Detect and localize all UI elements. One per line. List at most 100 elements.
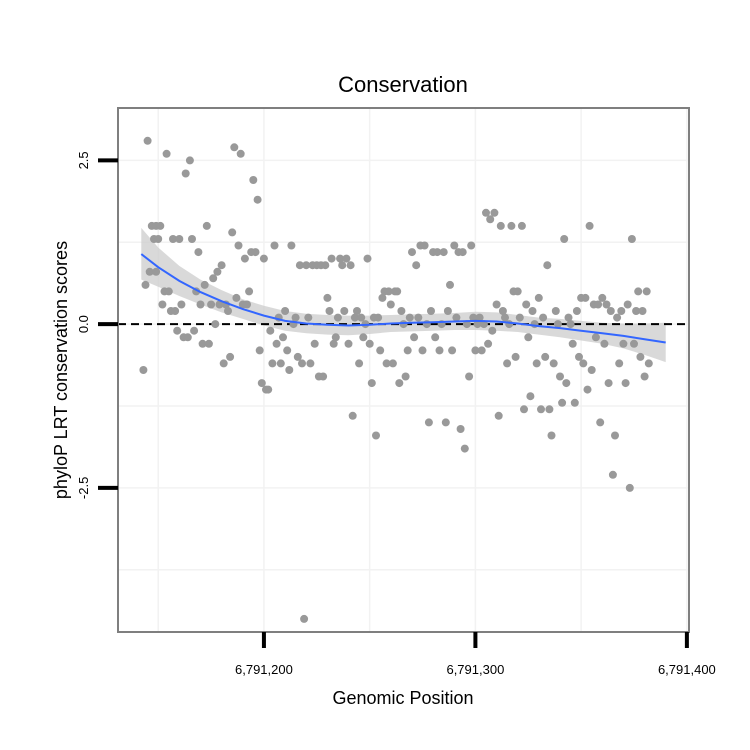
data-point xyxy=(623,300,632,309)
data-point xyxy=(494,411,503,420)
data-point xyxy=(219,359,228,368)
data-point xyxy=(566,320,575,329)
data-point xyxy=(194,248,203,257)
data-point xyxy=(374,313,383,322)
data-point xyxy=(204,339,213,348)
data-point xyxy=(243,300,251,309)
data-point xyxy=(302,261,311,270)
data-point xyxy=(378,293,387,302)
data-point xyxy=(397,307,406,315)
y-axis: 2.5 0.0 -2.5 xyxy=(76,151,118,499)
data-point xyxy=(240,254,249,263)
data-point xyxy=(255,346,264,355)
data-point xyxy=(336,254,345,263)
data-point xyxy=(581,293,590,302)
data-point xyxy=(198,339,207,348)
data-point xyxy=(611,431,619,440)
data-point xyxy=(143,136,152,145)
data-point xyxy=(517,221,526,230)
data-point xyxy=(279,333,287,342)
data-point xyxy=(613,313,622,322)
data-point xyxy=(600,339,609,348)
data-point xyxy=(606,307,615,315)
data-point xyxy=(575,352,583,361)
data-point xyxy=(465,372,474,381)
data-point xyxy=(259,254,268,263)
data-point xyxy=(276,359,285,368)
data-point xyxy=(625,483,634,492)
data-point xyxy=(287,241,296,250)
data-point xyxy=(272,339,281,348)
data-point xyxy=(236,149,245,158)
data-point xyxy=(338,261,347,270)
data-point xyxy=(488,326,497,335)
data-point xyxy=(505,320,514,329)
data-point xyxy=(353,307,361,315)
data-point xyxy=(537,405,545,414)
data-point xyxy=(410,333,419,342)
data-point xyxy=(217,261,226,270)
data-point xyxy=(395,379,404,388)
y-ticks: 2.5 0.0 -2.5 xyxy=(76,151,118,499)
data-point xyxy=(348,411,357,420)
data-point xyxy=(560,235,569,243)
data-point xyxy=(446,280,454,289)
data-point xyxy=(528,307,537,315)
data-point xyxy=(306,359,315,368)
data-point xyxy=(562,379,571,388)
data-point xyxy=(401,372,410,381)
data-point xyxy=(634,287,643,296)
data-point xyxy=(515,313,524,322)
data-point xyxy=(598,293,607,302)
data-point xyxy=(190,326,199,335)
data-point xyxy=(433,248,442,257)
data-point xyxy=(503,359,512,368)
data-point xyxy=(556,372,564,381)
data-point xyxy=(570,398,579,407)
data-point xyxy=(498,307,507,315)
data-point xyxy=(524,333,533,342)
data-point xyxy=(152,267,161,276)
y-axis-title: phyloP LRT conservation scores xyxy=(51,241,71,499)
data-point xyxy=(145,267,154,276)
data-point xyxy=(232,293,241,302)
data-point xyxy=(211,320,220,329)
data-point xyxy=(329,339,338,348)
data-point xyxy=(520,405,528,414)
data-point xyxy=(270,241,279,250)
data-point xyxy=(513,287,522,296)
data-point xyxy=(644,359,653,368)
y-tick-label: 0.0 xyxy=(76,315,91,333)
data-point xyxy=(298,359,306,368)
data-point xyxy=(249,176,258,184)
data-point xyxy=(490,208,499,217)
chart-title: Conservation xyxy=(338,72,468,97)
data-point xyxy=(452,313,461,322)
data-point xyxy=(475,313,484,322)
grid xyxy=(118,108,689,632)
data-point xyxy=(435,346,444,355)
data-point xyxy=(209,274,218,283)
data-point xyxy=(424,418,433,427)
data-point xyxy=(215,300,224,309)
data-point xyxy=(450,241,459,250)
data-point xyxy=(572,307,581,315)
data-point xyxy=(640,372,649,381)
data-point xyxy=(467,241,476,250)
data-point xyxy=(408,248,416,257)
data-point xyxy=(185,156,194,165)
data-point xyxy=(608,470,617,479)
x-ticks: 6,791,200 6,791,300 6,791,400 xyxy=(235,632,716,677)
data-point xyxy=(226,352,235,361)
data-point xyxy=(293,352,302,361)
data-point xyxy=(257,379,266,388)
data-point xyxy=(196,300,205,309)
data-point xyxy=(164,287,173,296)
data-point xyxy=(604,379,613,388)
data-point xyxy=(384,287,393,296)
data-point xyxy=(141,280,150,289)
data-point xyxy=(304,313,313,322)
data-point xyxy=(549,359,558,368)
data-point xyxy=(393,287,402,296)
data-point xyxy=(496,221,505,230)
